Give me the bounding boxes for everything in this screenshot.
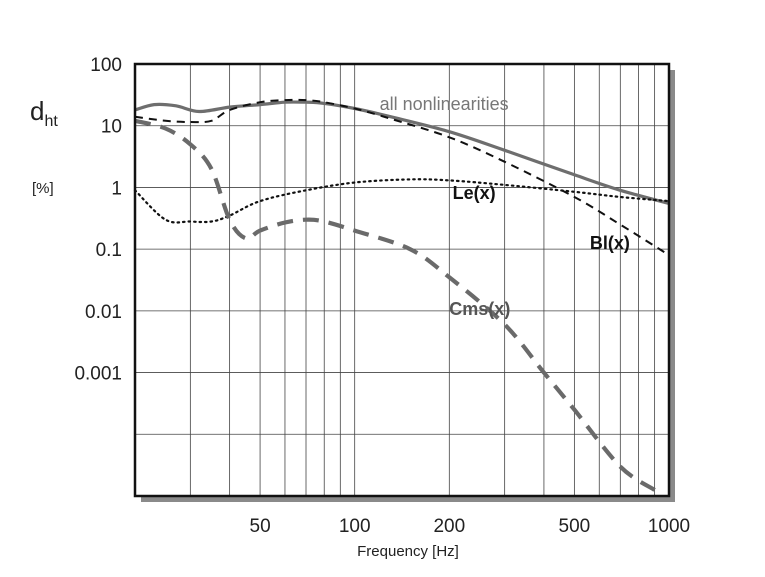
y-tick-label: 0.1	[96, 240, 122, 261]
y-tick-label: 1	[111, 178, 122, 199]
series-line-le-x	[133, 178, 671, 224]
x-tick-label: 200	[433, 516, 465, 537]
x-tick-label: 50	[250, 516, 271, 537]
x-tick-label: 100	[339, 516, 371, 537]
series-label: Bl(x)	[590, 233, 630, 253]
annotation-layer: all nonlinearities Le(x) Bl(x) Cms(x)	[380, 94, 630, 319]
x-tick-label: 500	[559, 516, 591, 537]
series-label: all nonlinearities	[380, 94, 509, 114]
series-label: Cms(x)	[449, 299, 510, 319]
series-layer	[133, 98, 671, 492]
y-axis-label: dht	[30, 96, 58, 130]
x-tick-label: 1000	[648, 516, 690, 537]
y-tick-labels: 100 10 1 0.1 0.01 0.001	[74, 55, 122, 385]
series-line-bl-x	[134, 98, 670, 256]
series-line-all-nonlinearities	[134, 100, 670, 206]
plot-area	[134, 63, 670, 497]
y-tick-label: 0.001	[74, 364, 122, 385]
grid	[135, 64, 669, 496]
y-axis-unit: [%]	[32, 180, 54, 197]
y-tick-label: 10	[101, 117, 122, 138]
y-tick-label: 0.01	[85, 302, 122, 323]
series-label: Le(x)	[453, 183, 496, 203]
series-line-cms-x	[134, 118, 656, 492]
x-axis-label: Frequency [Hz]	[357, 543, 459, 560]
plot-frame	[133, 62, 671, 498]
y-tick-label: 100	[90, 55, 122, 76]
x-tick-labels: 50 100 200 500 1000	[250, 516, 691, 537]
